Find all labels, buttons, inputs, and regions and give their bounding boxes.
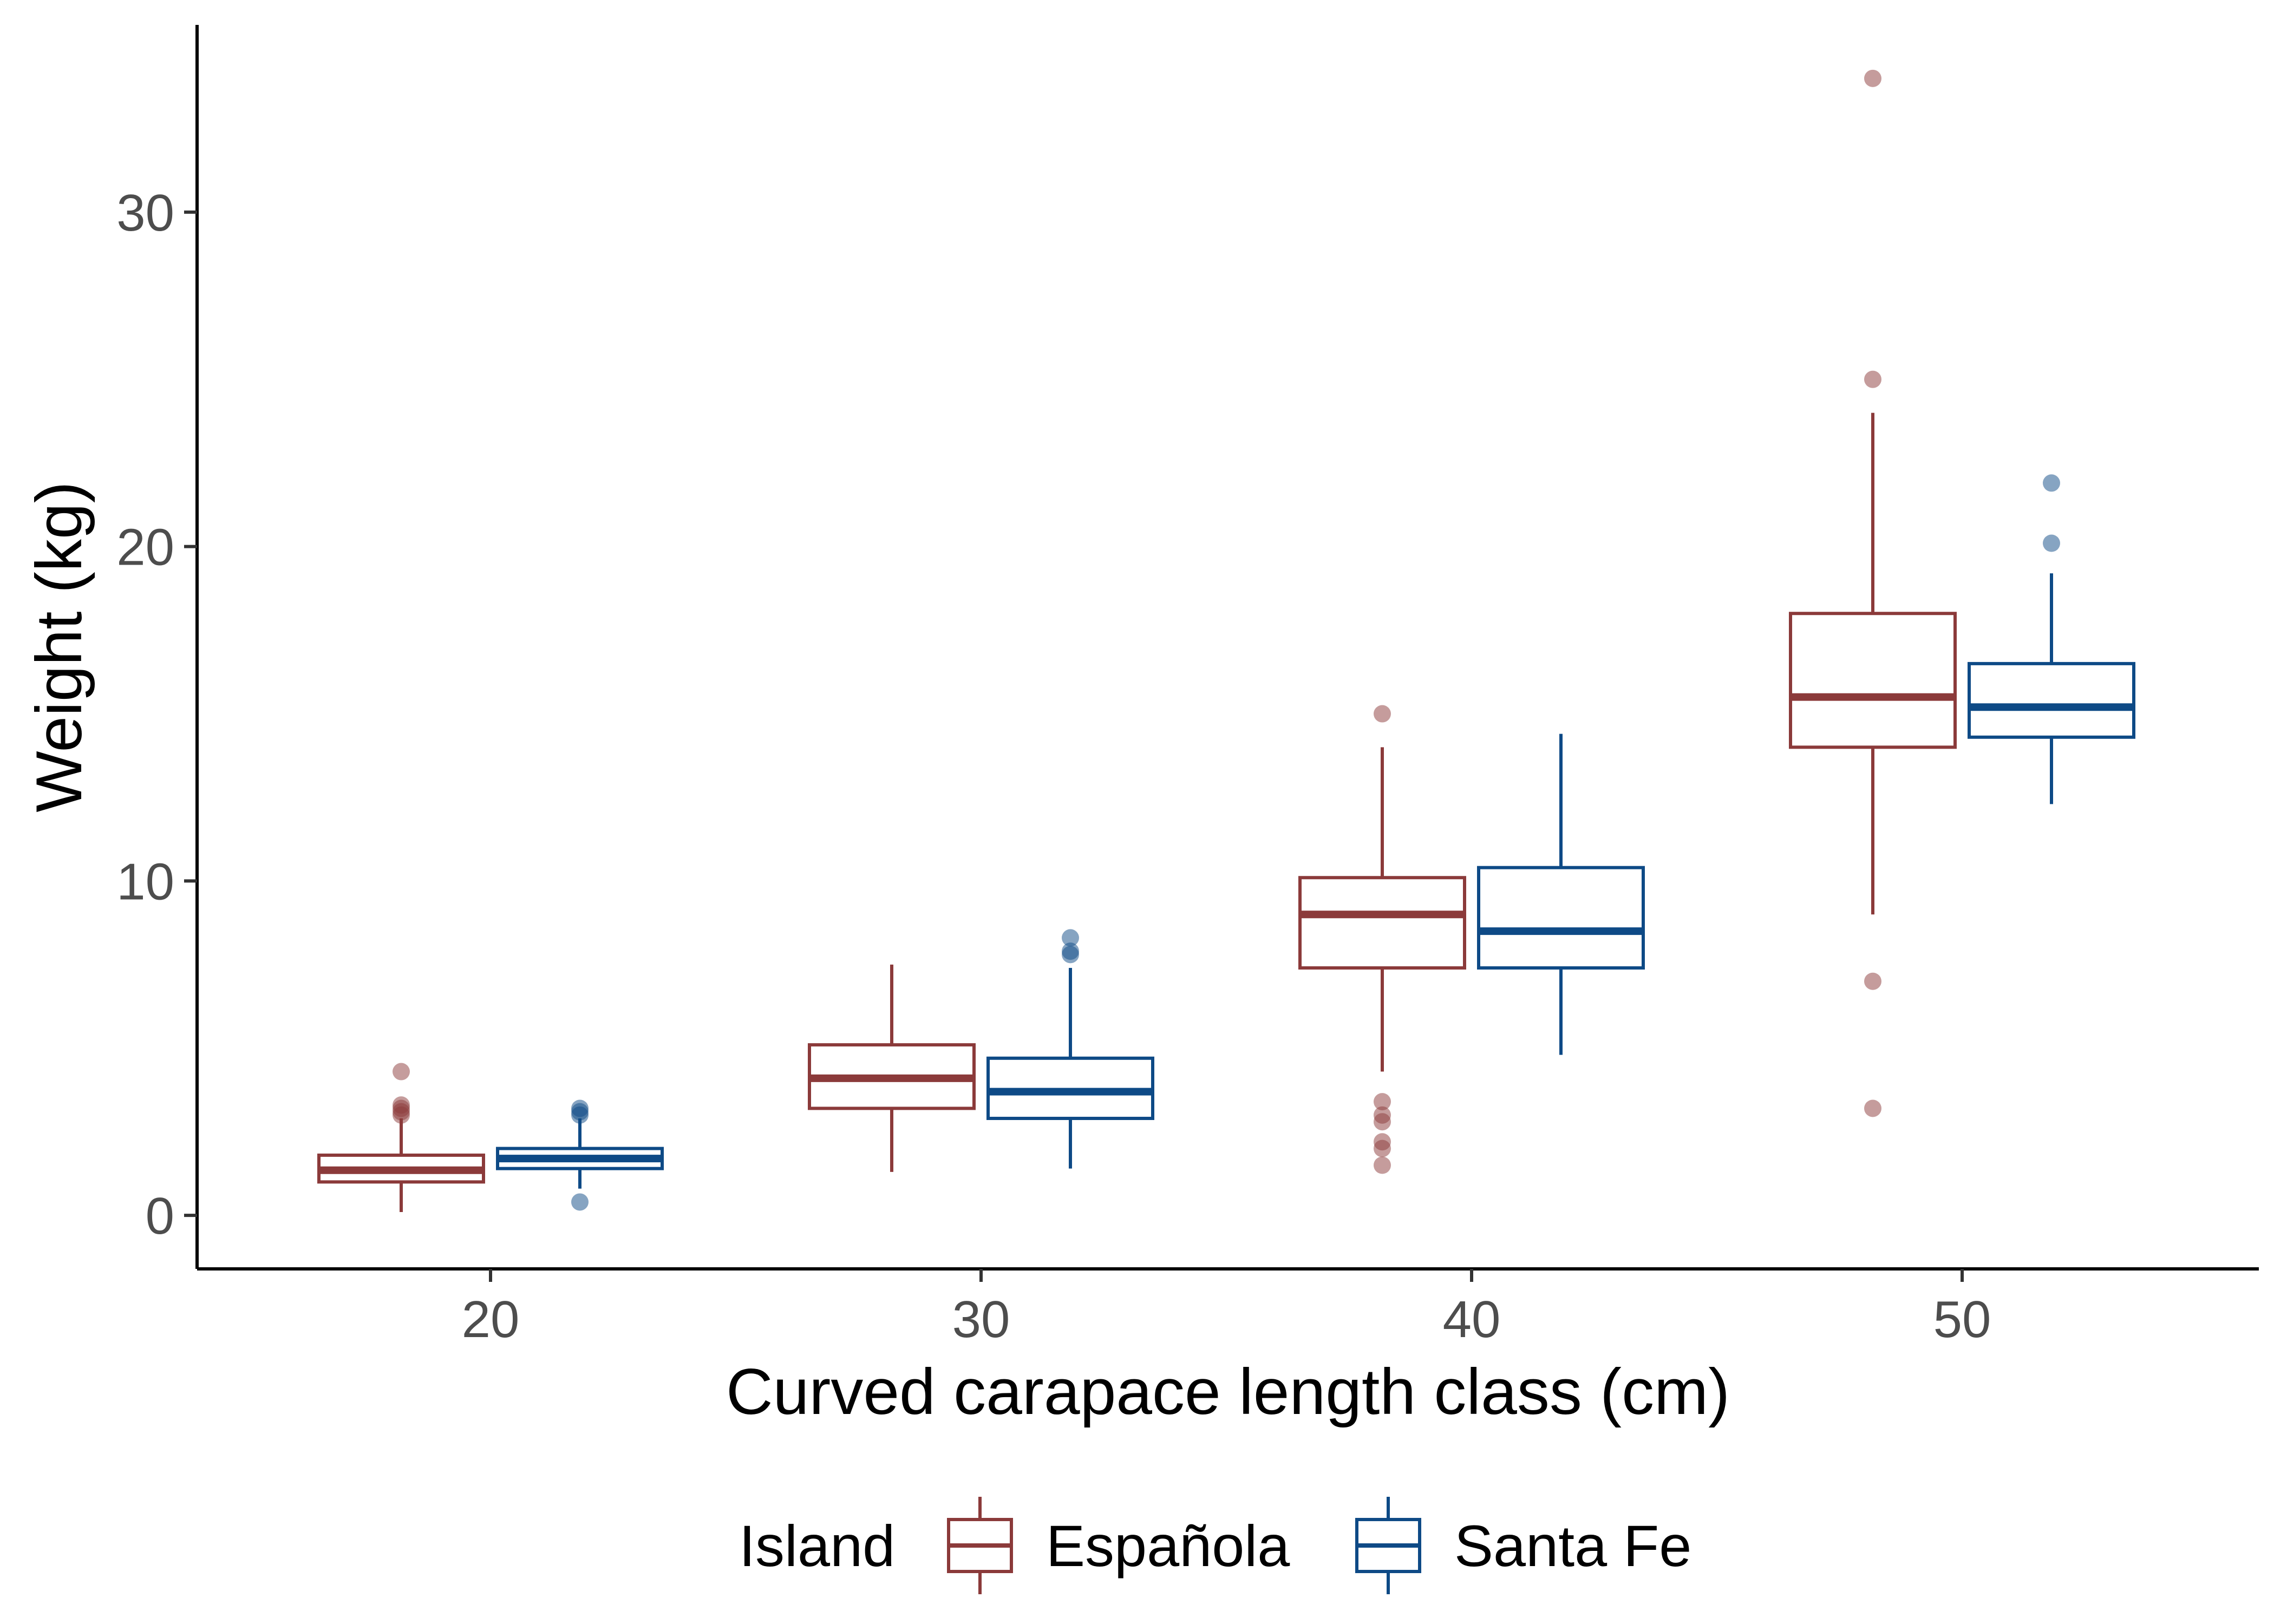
box-iqr [1789,612,1957,749]
outlier-point [1062,942,1079,960]
box-50 [1968,474,2135,804]
outlier-point [1864,1099,1881,1117]
series-espa-ola [317,69,1957,1212]
outlier-point [1374,705,1391,723]
legend: Island Española Santa Fe [739,1497,1691,1594]
legend-key [1355,1497,1421,1594]
outlier-point [1062,929,1079,947]
outlier-point [571,1099,589,1117]
box-iqr [1298,876,1466,970]
box-40 [1298,705,1466,1174]
outlier-point [1864,972,1881,990]
x-tick-label: 50 [1933,1291,1991,1348]
legend-label: Española [1046,1513,1290,1579]
outlier-point [393,1096,410,1114]
y-tick-label: 30 [116,184,174,242]
outlier-point [571,1193,589,1211]
axes [195,25,2259,1271]
legend-key [947,1497,1013,1594]
x-ticks: 20 30 40 50 [462,1269,1991,1348]
outlier-point [1864,370,1881,388]
outlier-point [2043,474,2060,492]
y-tick-label: 20 [116,519,174,577]
outlier-point [2043,534,2060,552]
box-30 [808,964,976,1172]
outlier-point [393,1063,410,1081]
outlier-point [1374,1140,1391,1157]
x-tick-label: 20 [462,1291,520,1348]
x-axis-title: Curved carapace length class (cm) [726,1355,1730,1428]
legend-title: Island [739,1513,895,1579]
legend-item-santa-fe: Santa Fe [1355,1497,1691,1594]
outlier-point [1864,69,1881,87]
legend-label: Santa Fe [1454,1513,1691,1579]
x-tick-label: 30 [952,1291,1010,1348]
box-iqr [1968,662,2135,739]
plot-area [317,69,2135,1212]
y-tick-label: 10 [116,853,174,911]
outlier-point [1374,1093,1391,1111]
outlier-point [1374,1113,1391,1131]
y-axis-title: Weight (kg) [23,481,95,812]
y-ticks: 0 10 20 30 [116,184,197,1245]
legend-item-espa-ola: Española [947,1497,1290,1594]
x-tick-label: 40 [1443,1291,1501,1348]
box-iqr [1477,866,1645,970]
box-40 [1477,734,1645,1055]
box-30 [986,929,1154,1169]
series-santa-fe [496,474,2135,1211]
y-tick-label: 0 [146,1187,174,1245]
box-20 [317,1063,485,1212]
box-50 [1789,69,1957,1117]
outlier-point [1374,1156,1391,1174]
box-20 [496,1099,664,1211]
